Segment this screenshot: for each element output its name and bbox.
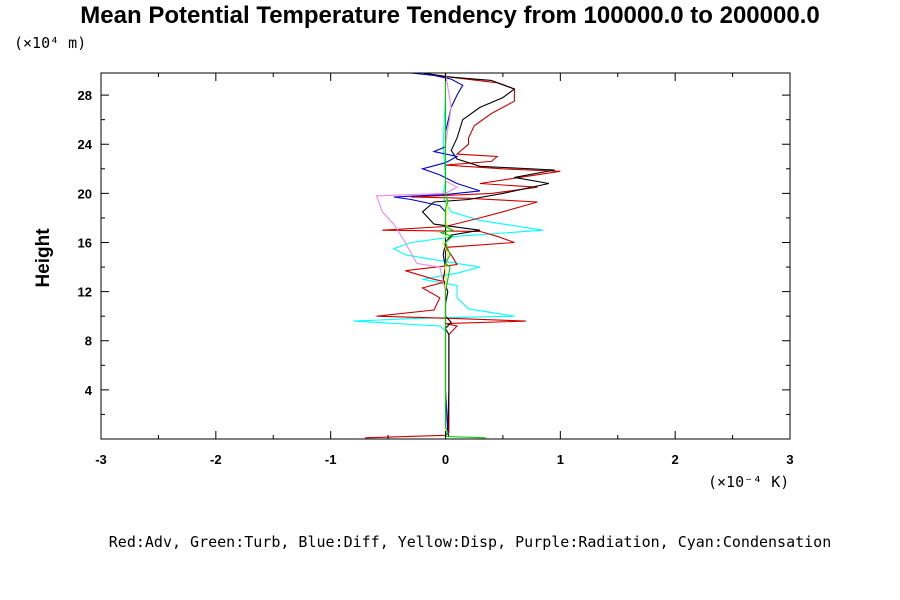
- series-line-1: [365, 72, 561, 439]
- x-tick-label: 1: [557, 452, 564, 467]
- y-tick-label: 28: [78, 88, 92, 103]
- x-tick-label: 0: [442, 452, 449, 467]
- legend-caption: Red:Adv, Green:Turb, Blue:Diff, Yellow:D…: [108, 533, 832, 551]
- y-axis-label: Height: [33, 228, 54, 288]
- series-line-2: [421, 72, 555, 437]
- x-tick-label: -2: [210, 452, 222, 467]
- y-tick-label: 8: [85, 334, 92, 349]
- series-layer: [353, 72, 561, 439]
- x-tick-label: 2: [672, 452, 679, 467]
- x-tick-label: 3: [786, 452, 793, 467]
- series-line-4: [375, 72, 459, 436]
- y-tick-label: 4: [85, 383, 93, 398]
- y-tick-label: 20: [78, 186, 92, 201]
- y-tick-label: 12: [78, 285, 92, 300]
- chart-title: Mean Potential Temperature Tendency from…: [80, 2, 820, 29]
- y-tick-label: 24: [78, 137, 93, 152]
- y-tick-label: 16: [78, 235, 92, 250]
- series-line-3: [393, 72, 481, 436]
- y-unit-label: (×10⁴ m): [14, 34, 86, 52]
- x-tick-label: -1: [325, 452, 337, 467]
- x-tick-label: -3: [95, 452, 107, 467]
- series-line-6: [438, 73, 486, 439]
- x-unit-label: (×10⁻⁴ K): [708, 473, 789, 491]
